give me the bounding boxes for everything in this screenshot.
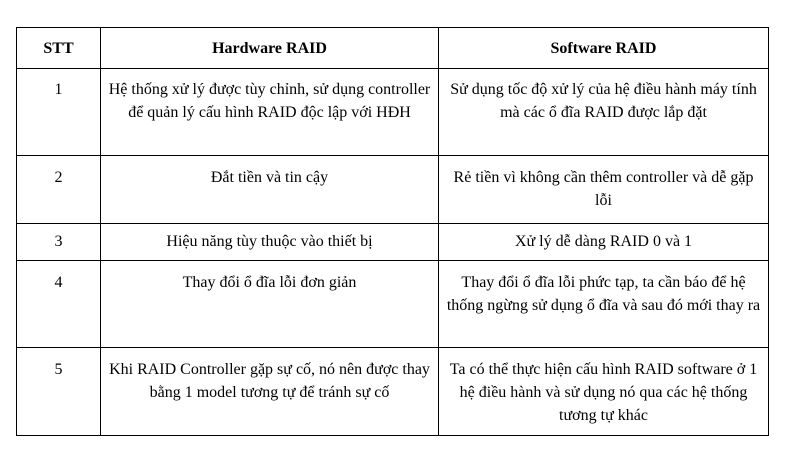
cell-stt: 4	[16, 260, 101, 348]
cell-stt: 2	[16, 155, 101, 224]
cell-software: Ta có thể thực hiện cấu hình RAID softwa…	[438, 347, 769, 436]
header-hardware-raid: Hardware RAID	[100, 27, 439, 69]
cell-stt: 3	[16, 223, 101, 261]
header-software-raid: Software RAID	[438, 27, 769, 69]
table-row: 5 Khi RAID Controller gặp sự cố, nó nên …	[16, 347, 769, 436]
header-row: STT Hardware RAID Software RAID	[16, 27, 769, 69]
raid-comparison-table: STT Hardware RAID Software RAID 1 Hệ thố…	[16, 27, 769, 436]
table-row: 3 Hiệu năng tùy thuộc vào thiết bị Xử lý…	[16, 223, 769, 261]
cell-hardware: Đắt tiền và tin cậy	[100, 155, 439, 224]
table-body: 1 Hệ thống xử lý được tùy chỉnh, sử dụng…	[16, 68, 769, 436]
cell-stt: 5	[16, 347, 101, 436]
cell-software: Thay đổi ổ đĩa lỗi phức tạp, ta cần báo …	[438, 260, 769, 348]
table-row: 4 Thay đổi ổ đĩa lỗi đơn giản Thay đổi ổ…	[16, 260, 769, 348]
table-row: 2 Đắt tiền và tin cậy Rẻ tiền vì không c…	[16, 155, 769, 224]
cell-software: Sử dụng tốc độ xử lý của hệ điều hành má…	[438, 68, 769, 156]
table-row: 1 Hệ thống xử lý được tùy chỉnh, sử dụng…	[16, 68, 769, 156]
cell-hardware: Thay đổi ổ đĩa lỗi đơn giản	[100, 260, 439, 348]
table-header: STT Hardware RAID Software RAID	[16, 27, 769, 69]
cell-hardware: Hệ thống xử lý được tùy chỉnh, sử dụng c…	[100, 68, 439, 156]
header-stt: STT	[16, 27, 101, 69]
cell-hardware: Khi RAID Controller gặp sự cố, nó nên đư…	[100, 347, 439, 436]
cell-software: Xử lý dễ dàng RAID 0 và 1	[438, 223, 769, 261]
cell-hardware: Hiệu năng tùy thuộc vào thiết bị	[100, 223, 439, 261]
cell-stt: 1	[16, 68, 101, 156]
cell-software: Rẻ tiền vì không cần thêm controller và …	[438, 155, 769, 224]
